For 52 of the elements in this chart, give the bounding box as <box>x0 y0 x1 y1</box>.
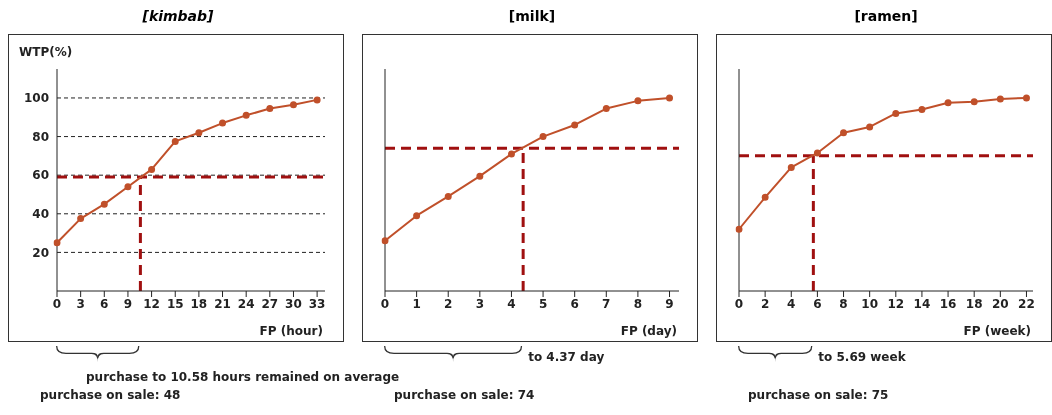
x-tick-label: 18 <box>965 296 983 311</box>
x-tick-label: 18 <box>190 296 208 311</box>
x-tick-label: 0 <box>734 296 744 311</box>
y-tick-label: 40 <box>32 207 49 222</box>
x-tick-label: 4 <box>787 296 796 311</box>
x-tick-label: 7 <box>602 296 611 311</box>
x-tick-label: 8 <box>839 296 848 311</box>
x-tick-label: 9 <box>123 296 133 311</box>
x-tick-label: 6 <box>570 296 579 311</box>
x-tick-label: 15 <box>166 296 184 311</box>
x-tick-label: 12 <box>143 296 160 311</box>
text: purchase on sale: 75 <box>748 388 890 402</box>
y-axis-title: WTP(%) <box>19 45 73 59</box>
x-axis-title: FP (day) <box>620 324 677 338</box>
x-tick-label: 6 <box>813 296 822 311</box>
chart-title: [kimbab] <box>141 8 215 26</box>
x-tick-label: 0 <box>380 296 390 311</box>
x-axis-title: FP (hour) <box>259 324 323 338</box>
x-tick-label: 21 <box>214 296 231 311</box>
x-tick-label: 3 <box>76 296 85 311</box>
x-tick-label: 14 <box>913 296 931 311</box>
x-tick-label: 2 <box>760 296 770 311</box>
x-tick-label: 3 <box>475 296 485 311</box>
x-tick-label: 22 <box>1018 296 1035 311</box>
chart-title: [ramen] <box>853 8 919 26</box>
x-tick-label: 8 <box>633 296 643 311</box>
x-tick-label: 12 <box>887 296 905 311</box>
x-tick-label: 10 <box>861 296 879 311</box>
x-tick-label: 20 <box>991 296 1009 311</box>
x-axis-title: FP (week) <box>963 324 1031 338</box>
x-tick-label: 16 <box>939 296 957 311</box>
x-tick-label: 5 <box>538 296 548 311</box>
y-tick-label: 100 <box>23 91 49 106</box>
text: to 5.69 week <box>818 350 906 364</box>
x-tick-label: 27 <box>261 296 279 311</box>
text: purchase on sale: 74 <box>394 388 536 402</box>
y-tick-label: 80 <box>32 129 49 144</box>
x-tick-label: 9 <box>665 296 674 311</box>
x-tick-label: 1 <box>412 296 421 311</box>
text: to 4.37 day <box>528 350 605 364</box>
chart-title: [milk] <box>507 8 557 26</box>
text: purchase on sale: 48 <box>40 388 182 402</box>
text: purchase to 10.58 hours remained on average <box>86 370 400 384</box>
x-tick-label: 33 <box>308 296 326 311</box>
x-tick-label: 4 <box>507 296 516 311</box>
x-tick-label: 24 <box>237 296 255 311</box>
x-tick-label: 2 <box>444 296 453 311</box>
y-tick-label: 60 <box>32 168 49 183</box>
x-tick-label: 6 <box>100 296 109 311</box>
y-tick-label: 20 <box>32 245 49 260</box>
x-tick-label: 0 <box>52 296 62 311</box>
x-tick-label: 30 <box>285 296 302 311</box>
